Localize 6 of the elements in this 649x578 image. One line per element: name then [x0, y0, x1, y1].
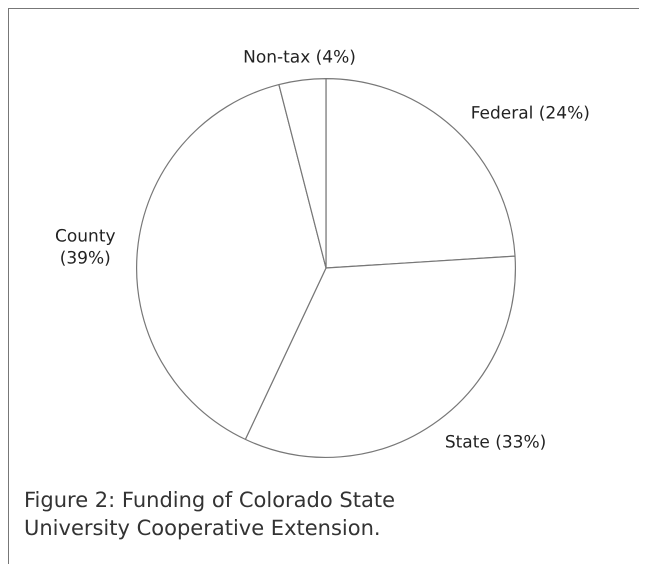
- slice-label: County: [54, 226, 116, 247]
- slice-label: Non-tax (4%): [243, 48, 356, 68]
- slice-label: Federal (24%): [470, 103, 590, 124]
- slice-label: State (33%): [444, 432, 546, 452]
- text: Figure 2: Funding of Colorado State University Cooperative Extension.: [24, 487, 396, 542]
- data-label: (39%): [60, 248, 111, 269]
